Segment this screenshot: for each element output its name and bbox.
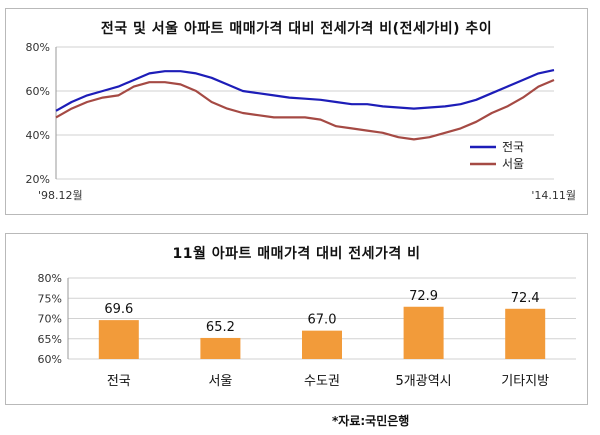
x-category-label: 전국: [107, 374, 131, 389]
y-tick-label: 60%: [26, 85, 50, 98]
source-note: *자료:국민은행: [332, 414, 410, 428]
bar-5개광역시: [403, 306, 444, 359]
bar-value-label: 69.6: [104, 302, 133, 317]
bar-value-label: 72.9: [409, 289, 438, 304]
bar-chart-svg: 60% 65% 70% 75% 80% 69.6 전국 65.2 서울 67.0 수도권 72.9 5개…: [38, 272, 576, 389]
x-category-label: 5개광역시: [396, 374, 452, 389]
y-tick-label: 75%: [38, 292, 62, 305]
bar-chart-panel: 11월 아파트 매매가격 대비 전세가격 비 60% 65% 70% 75% 80% 69…: [5, 233, 588, 405]
y-tick-label: 20%: [26, 173, 50, 186]
bar-수도권: [302, 330, 342, 359]
legend-label: 전국: [502, 140, 524, 154]
y-tick-label: 70%: [38, 313, 62, 326]
trend-chart-title: 전국 및 서울 아파트 매매가격 대비 전세가격 비(전세가비) 추이: [100, 21, 493, 37]
x-end-label: '14.11월: [531, 189, 576, 202]
y-tick-label: 40%: [26, 129, 50, 142]
series-line-전국: [55, 69, 555, 112]
bar-chart-title: 11월 아파트 매매가격 대비 전세가격 비: [172, 246, 421, 262]
x-category-label: 기타지방: [501, 374, 549, 389]
bar-서울: [200, 337, 241, 359]
y-tick-label: 60%: [38, 353, 62, 366]
x-start-label: '98.12월: [38, 189, 83, 202]
bar-기타지방: [505, 308, 546, 359]
bar-value-label: 65.2: [206, 320, 235, 335]
series-line-서울: [55, 78, 555, 141]
x-category-label: 수도권: [304, 374, 340, 389]
bar-value-label: 72.4: [511, 291, 540, 306]
x-category-label: 서울: [208, 374, 232, 389]
y-tick-label: 80%: [26, 41, 50, 54]
bar-전국: [98, 320, 139, 359]
y-tick-label: 80%: [38, 272, 62, 285]
y-tick-label: 65%: [38, 333, 62, 346]
bar-value-label: 67.0: [308, 313, 337, 328]
legend-label: 서울: [502, 157, 524, 171]
trend-chart-panel: 전국 및 서울 아파트 매매가격 대비 전세가격 비(전세가비) 추이 20% 4…: [5, 8, 588, 215]
